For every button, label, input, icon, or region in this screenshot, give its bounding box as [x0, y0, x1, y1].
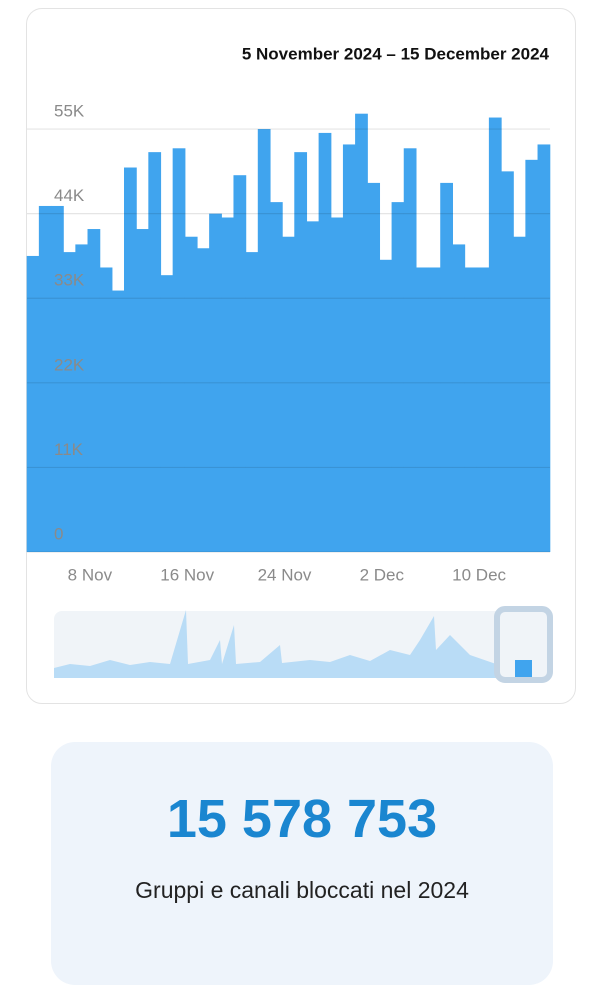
bar	[452, 244, 466, 552]
bar	[38, 205, 52, 552]
bar	[99, 267, 113, 552]
x-tick-label: 10 Dec	[452, 565, 506, 584]
bar	[136, 229, 149, 552]
bar	[209, 213, 222, 553]
stat-caption: Gruppi e canali bloccati nel 2024	[135, 877, 469, 903]
bar	[160, 275, 174, 552]
bar	[476, 267, 490, 552]
bar	[330, 217, 344, 552]
bar	[172, 148, 186, 553]
bar	[488, 117, 502, 552]
bar	[501, 171, 514, 553]
navigator-area	[54, 610, 496, 678]
chart-title: 5 November 2024 – 15 December 2024	[242, 44, 550, 63]
bar	[196, 248, 210, 553]
y-tick-label: 55K	[54, 102, 85, 121]
y-tick-label: 0	[54, 524, 63, 543]
navigator-window[interactable]	[494, 606, 553, 683]
bar	[233, 175, 247, 552]
bar	[428, 267, 441, 552]
bar	[269, 202, 283, 552]
y-tick-label: 11K	[54, 440, 84, 459]
bar	[391, 202, 405, 552]
bar	[355, 113, 368, 553]
bar	[184, 236, 198, 553]
bar	[513, 236, 526, 553]
bar	[306, 221, 320, 552]
bar	[63, 252, 76, 552]
bar	[379, 259, 393, 552]
bar	[148, 152, 162, 552]
y-tick-label: 44K	[54, 186, 85, 205]
x-tick-label: 16 Nov	[160, 565, 214, 584]
bar	[440, 182, 453, 552]
bar	[294, 152, 308, 552]
navigator-selection	[515, 660, 532, 677]
bar	[282, 236, 295, 553]
x-tick-label: 24 Nov	[258, 565, 312, 584]
bar	[464, 267, 478, 552]
bar	[87, 229, 101, 552]
stat-box: 15 578 753 Gruppi e canali bloccati nel …	[51, 742, 553, 985]
bar	[403, 148, 417, 553]
bar	[26, 255, 40, 552]
bar	[257, 129, 271, 552]
chart-card	[26, 8, 576, 704]
chart: 5 November 2024 – 15 December 2024 8 Nov…	[26, 44, 553, 683]
bar	[75, 244, 89, 552]
bar	[537, 144, 551, 552]
x-tick-label: 8 Nov	[68, 565, 113, 584]
bar	[111, 290, 125, 552]
bar	[367, 182, 381, 552]
navigator	[54, 606, 553, 683]
bar	[318, 132, 332, 552]
bar	[124, 167, 137, 552]
bar	[51, 205, 64, 552]
bar	[415, 267, 429, 552]
y-tick-label: 33K	[54, 271, 85, 290]
bar	[342, 144, 356, 552]
bar	[525, 159, 539, 553]
bar	[245, 252, 259, 552]
bar	[221, 217, 235, 552]
x-tick-label: 2 Dec	[360, 565, 405, 584]
stat-value: 15 578 753	[166, 789, 438, 849]
y-tick-label: 22K	[54, 355, 85, 374]
